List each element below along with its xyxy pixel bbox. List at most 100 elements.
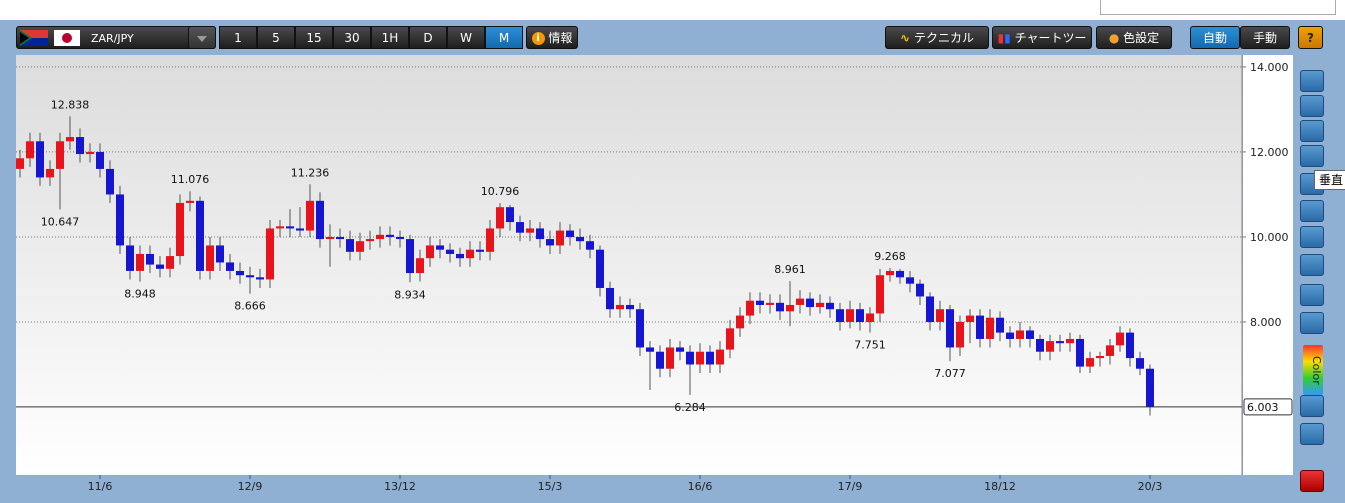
timeframe-button[interactable]: 1H	[371, 26, 409, 49]
tool-icon[interactable]	[1300, 423, 1324, 445]
timeframe-button[interactable]: 1	[219, 26, 257, 49]
candle-body	[346, 239, 354, 252]
candle-body	[1116, 332, 1124, 346]
x-tick-label: 15/3	[538, 480, 563, 493]
candle-body	[596, 249, 604, 288]
low-label: 6.284	[674, 401, 706, 414]
candle-body	[396, 236, 404, 240]
timeframe-button[interactable]: 5	[257, 26, 295, 49]
auto-label: 自動	[1202, 31, 1227, 45]
info-label: 情報	[548, 31, 573, 45]
candle-body	[456, 253, 464, 259]
candle-body	[1016, 330, 1024, 339]
candle-body	[1076, 338, 1084, 367]
candle-body	[886, 270, 894, 276]
candle-body	[836, 309, 844, 322]
tool-icon[interactable]	[1300, 284, 1324, 306]
candle-body	[436, 245, 444, 250]
y-tick-label: 14.000	[1250, 61, 1289, 74]
high-label: 9.268	[874, 250, 906, 263]
candle-body	[196, 200, 204, 271]
candle-body	[736, 315, 744, 329]
candle-body	[316, 200, 324, 240]
auto-button[interactable]: 自動	[1190, 26, 1240, 49]
candle-body	[216, 245, 224, 263]
candle-body	[1106, 345, 1114, 356]
candle-body	[1066, 338, 1074, 344]
reset-icon[interactable]	[1300, 470, 1324, 492]
candle-body	[166, 256, 174, 269]
candle-body	[146, 253, 154, 265]
candle-body	[326, 236, 334, 240]
candle-body	[656, 351, 664, 369]
y-tick-label: 12.000	[1250, 146, 1289, 159]
x-tick-label: 12/9	[238, 480, 263, 493]
high-label: 10.796	[481, 185, 520, 198]
tool-icon[interactable]	[1300, 200, 1324, 222]
tool-icon[interactable]	[1300, 254, 1324, 276]
timeframe-button[interactable]: 15	[295, 26, 333, 49]
tool-icon[interactable]	[1300, 70, 1324, 92]
candle-body	[996, 317, 1004, 333]
candle-body	[956, 321, 964, 348]
timeframe-button[interactable]: W	[447, 26, 485, 49]
color-settings-button[interactable]: ● 色設定	[1096, 26, 1172, 49]
x-tick-label: 16/6	[688, 480, 713, 493]
candle-body	[156, 264, 164, 269]
candle-body	[826, 302, 834, 310]
tool-icon[interactable]	[1300, 120, 1324, 142]
candle-body	[36, 141, 44, 178]
price-box	[1243, 398, 1293, 416]
candle-body	[546, 239, 554, 246]
candle-body	[416, 258, 424, 274]
tool-icon[interactable]	[1300, 312, 1324, 334]
help-button[interactable]: ?	[1298, 26, 1323, 49]
y-tick-label: 10.000	[1250, 231, 1289, 244]
candle-body	[486, 228, 494, 252]
candle-body	[46, 168, 54, 178]
low-label: 8.666	[234, 300, 266, 313]
tool-icon[interactable]	[1300, 95, 1324, 117]
candle-body	[236, 270, 244, 276]
candle-body	[426, 245, 434, 259]
candle-body	[516, 222, 524, 233]
candle-body	[966, 315, 974, 322]
info-button[interactable]: i 情報	[526, 26, 578, 49]
timeframe-button[interactable]: M	[485, 26, 523, 49]
high-label: 11.236	[291, 166, 330, 179]
candle-body	[746, 300, 754, 316]
tool-icon[interactable]	[1300, 145, 1324, 167]
candle-body	[866, 313, 874, 322]
candle-body	[356, 241, 364, 252]
tool-icon[interactable]	[1300, 395, 1324, 417]
candle-body	[666, 347, 674, 369]
color-button[interactable]: Color	[1303, 345, 1323, 395]
timeframe-button[interactable]: 30	[333, 26, 371, 49]
low-label: 8.948	[124, 288, 156, 301]
candle-body	[466, 249, 474, 259]
candle-body	[936, 309, 944, 322]
candle-body	[806, 298, 814, 308]
candle-body	[686, 351, 694, 365]
tools-icon: ▮	[997, 31, 1005, 45]
candle-body	[856, 309, 864, 322]
low-label: 7.077	[934, 367, 966, 380]
candle-body	[676, 347, 684, 352]
candle-body	[336, 236, 344, 240]
manual-button[interactable]: 手動	[1240, 26, 1290, 49]
candle-body	[386, 234, 394, 237]
technical-button[interactable]: ∿ テクニカル	[885, 26, 989, 49]
tool-icon[interactable]	[1300, 226, 1324, 248]
candle-body	[816, 302, 824, 308]
dropdown[interactable]	[188, 26, 216, 49]
top-input[interactable]	[1100, 0, 1336, 15]
candle-body	[56, 141, 64, 169]
candle-body	[626, 304, 634, 310]
candle-body	[1086, 358, 1094, 367]
low-label: 7.751	[854, 339, 886, 352]
low-label: 10.647	[41, 215, 80, 228]
candle-body	[476, 249, 484, 252]
high-label: 11.076	[171, 173, 210, 186]
timeframe-button[interactable]: D	[409, 26, 447, 49]
